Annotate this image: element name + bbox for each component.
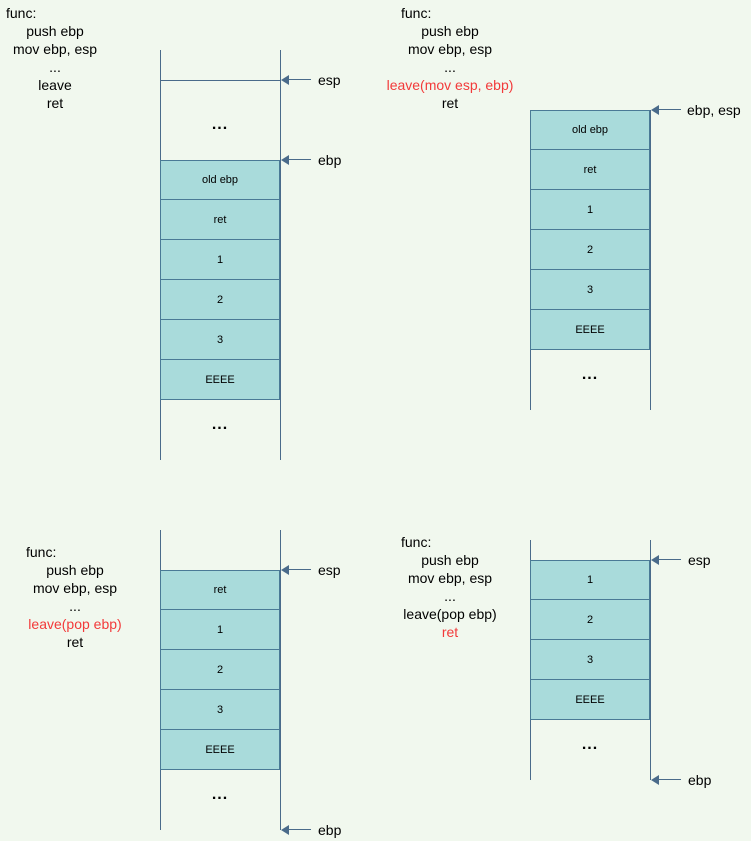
esp-pointer-label: esp [688,552,711,568]
code-line-highlighted: ret [441,624,459,640]
ebp-pointer-label: ebp [318,152,342,168]
stack-cell: 2 [530,600,650,640]
stack-right-edge [280,530,281,830]
stack-cell: 3 [530,640,650,680]
code-line: push ebp [26,23,84,39]
ellipsis-bottom: ... [211,786,229,803]
esp-pointer-arrow [281,565,311,575]
stack-cell: EEEE [530,680,650,720]
stack-cell: 1 [160,240,280,280]
code-line: push ebp [421,552,479,568]
code-line: ret [66,634,84,650]
code-line: func: [401,5,432,21]
stack-cell: old ebp [160,160,280,200]
ebp-pointer-arrow [651,775,681,785]
code-line: mov ebp, esp [12,41,98,57]
ebp-pointer-label: ebp [318,822,342,838]
ellipsis-bottom: ... [211,416,229,433]
stack-right-edge [650,110,651,410]
stack-cell: 2 [160,650,280,690]
esp-pointer-arrow [281,75,311,85]
stack-cell: 1 [530,190,650,230]
code-line: ... [49,59,61,75]
stack-cell: EEEE [530,310,650,350]
ebp-pointer-arrow [281,155,311,165]
code-line: push ebp [46,562,104,578]
esp-pointer-label: esp [318,562,341,578]
stack-right-edge [650,540,651,780]
stack-cell: 2 [530,230,650,270]
stack-cell: 2 [160,280,280,320]
stack-top-marker [160,80,280,81]
code-line: ... [69,598,81,614]
code-line: mov ebp, esp [32,580,118,596]
code-line: ret [46,95,64,111]
code-line: leave [38,77,72,93]
stack-cell: 1 [530,560,650,600]
ebp-esp-pointer-arrow [651,105,681,115]
ebp-pointer-label: ebp [688,772,712,788]
stack-cell: ret [530,150,650,190]
code-line: push ebp [421,23,479,39]
ebp-esp-pointer-label: ebp, esp [687,102,741,118]
code-line: ... [444,588,456,604]
stack-cell: EEEE [160,360,280,400]
code-line-highlighted: leave(mov esp, ebp) [386,77,514,93]
stack-cell: 3 [160,320,280,360]
code-line: func: [401,534,432,550]
code-line: mov ebp, esp [407,570,493,586]
ellipsis-bottom: ... [581,736,599,753]
stack-right-edge [280,50,281,460]
code-line: func: [6,5,37,21]
stack-cell: ret [160,570,280,610]
ebp-pointer-arrow [281,825,311,835]
esp-pointer-arrow [651,555,681,565]
stack-cell: 3 [530,270,650,310]
ellipsis-bottom: ... [581,366,599,383]
code-line: ret [441,95,459,111]
code-line: mov ebp, esp [407,41,493,57]
esp-pointer-label: esp [318,72,341,88]
ellipsis-top: ... [211,116,229,133]
code-line: ... [444,59,456,75]
stack-cell: 1 [160,610,280,650]
code-line-highlighted: leave(pop ebp) [28,616,122,632]
stack-cell: EEEE [160,730,280,770]
code-line: leave(pop ebp) [403,606,497,622]
code-line: func: [26,544,57,560]
stack-cell: ret [160,200,280,240]
stack-cell: old ebp [530,110,650,150]
stack-cell: 3 [160,690,280,730]
